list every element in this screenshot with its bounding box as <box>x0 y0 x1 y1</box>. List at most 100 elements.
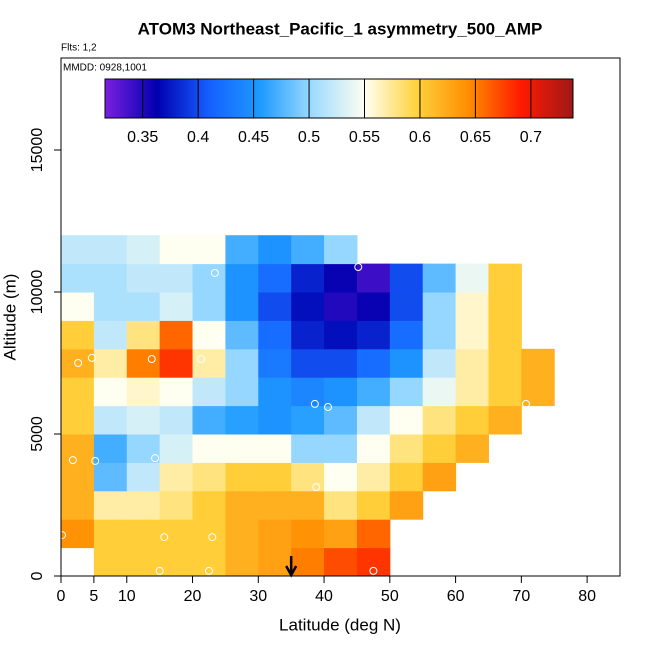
heat-cell <box>324 292 358 321</box>
flight-point <box>310 399 319 408</box>
x-tick-label: 0 <box>57 588 66 605</box>
heat-cell <box>61 320 95 350</box>
flight-point <box>91 456 100 465</box>
flight-point <box>87 353 96 362</box>
heat-cell <box>159 462 194 492</box>
heat-cell <box>93 462 128 492</box>
heat-cell <box>291 377 325 407</box>
heat-cell <box>356 462 391 492</box>
heat-cell <box>258 490 292 520</box>
heat-cell <box>258 462 292 492</box>
flights-label: Flts: 1,2 <box>61 43 97 54</box>
heat-cell <box>455 377 489 407</box>
colorbar-tick-label: 0.35 <box>127 129 158 146</box>
flight-point <box>521 399 530 408</box>
heat-cell <box>258 405 292 435</box>
heat-cell <box>61 490 95 520</box>
heat-cell <box>324 235 358 265</box>
heat-cell <box>324 377 358 407</box>
flight-point <box>354 263 363 272</box>
x-tick-label: 30 <box>249 588 267 605</box>
heat-cell <box>258 348 292 378</box>
heat-cell <box>159 292 194 321</box>
heat-cell <box>225 547 259 577</box>
heat-cell <box>389 320 424 350</box>
heat-cell <box>225 292 259 321</box>
heat-cell <box>61 519 95 549</box>
flight-point <box>74 359 83 368</box>
x-tick-label: 80 <box>578 588 596 605</box>
heat-cell <box>389 377 424 407</box>
heat-cell <box>93 320 128 350</box>
heat-cell <box>93 519 128 549</box>
heat-cell <box>159 490 194 520</box>
heat-cell <box>356 434 391 463</box>
heat-cell <box>61 235 95 265</box>
heat-cell <box>93 547 128 577</box>
heat-cell <box>61 434 95 463</box>
heat-cell <box>291 320 325 350</box>
heat-cell <box>356 320 391 350</box>
heat-cell <box>126 377 161 407</box>
x-tick-label: 70 <box>512 588 530 605</box>
heat-cell <box>126 434 161 463</box>
heat-cell <box>192 235 226 265</box>
heat-cell <box>488 263 522 293</box>
heat-cell <box>225 490 259 520</box>
heat-cell <box>93 405 128 435</box>
heat-cell <box>291 263 325 293</box>
flight-point <box>331 472 340 481</box>
heat-cell <box>192 462 226 492</box>
heat-cell <box>422 320 457 350</box>
heat-cell <box>258 320 292 350</box>
flight-point <box>151 454 160 463</box>
heat-cell <box>61 263 95 293</box>
x-tick-label: 40 <box>315 588 333 605</box>
flight-point <box>208 533 217 542</box>
heat-cell <box>126 547 161 577</box>
y-tick-label: 15000 <box>29 128 46 173</box>
flight-point <box>160 533 169 542</box>
heat-cell <box>258 519 292 549</box>
heat-cell <box>159 348 194 378</box>
heat-cell <box>159 547 194 577</box>
heat-cell <box>324 547 358 577</box>
heat-cell <box>488 348 522 378</box>
heat-cell <box>356 547 391 577</box>
heat-cell <box>455 292 489 321</box>
heat-cell <box>356 405 391 435</box>
heat-cell <box>258 263 292 293</box>
colorbar <box>104 78 574 119</box>
heat-cell <box>422 434 457 463</box>
heat-cell <box>258 292 292 321</box>
heat-cell <box>192 292 226 321</box>
heat-cell <box>291 490 325 520</box>
x-tick-label: 20 <box>184 588 202 605</box>
colorbar-tick-label: 0.5 <box>298 129 320 146</box>
heat-cell <box>61 462 95 492</box>
heat-cell <box>192 519 226 549</box>
heat-cell <box>455 320 489 350</box>
colorbar-tick-label: 0.7 <box>520 129 542 146</box>
heat-cell <box>356 292 391 321</box>
heat-cell <box>258 434 292 463</box>
heat-cell <box>324 519 358 549</box>
heat-cell <box>389 405 424 435</box>
heat-cell <box>192 490 226 520</box>
heat-cell <box>324 434 358 463</box>
heat-cell <box>159 434 194 463</box>
heat-cell <box>61 348 95 378</box>
x-tick-label: 10 <box>118 588 136 605</box>
colorbar-tick-label: 0.55 <box>349 129 380 146</box>
heat-cell <box>455 348 489 378</box>
heat-cell <box>422 377 457 407</box>
arrow-head <box>285 565 298 578</box>
heat-cell <box>258 377 292 407</box>
heat-cell <box>422 462 457 492</box>
heat-cell <box>192 348 226 378</box>
heat-cell <box>521 377 555 407</box>
heat-cell <box>192 547 226 577</box>
heat-cell <box>126 263 161 293</box>
heat-cell <box>291 434 325 463</box>
heat-cell <box>159 235 194 265</box>
